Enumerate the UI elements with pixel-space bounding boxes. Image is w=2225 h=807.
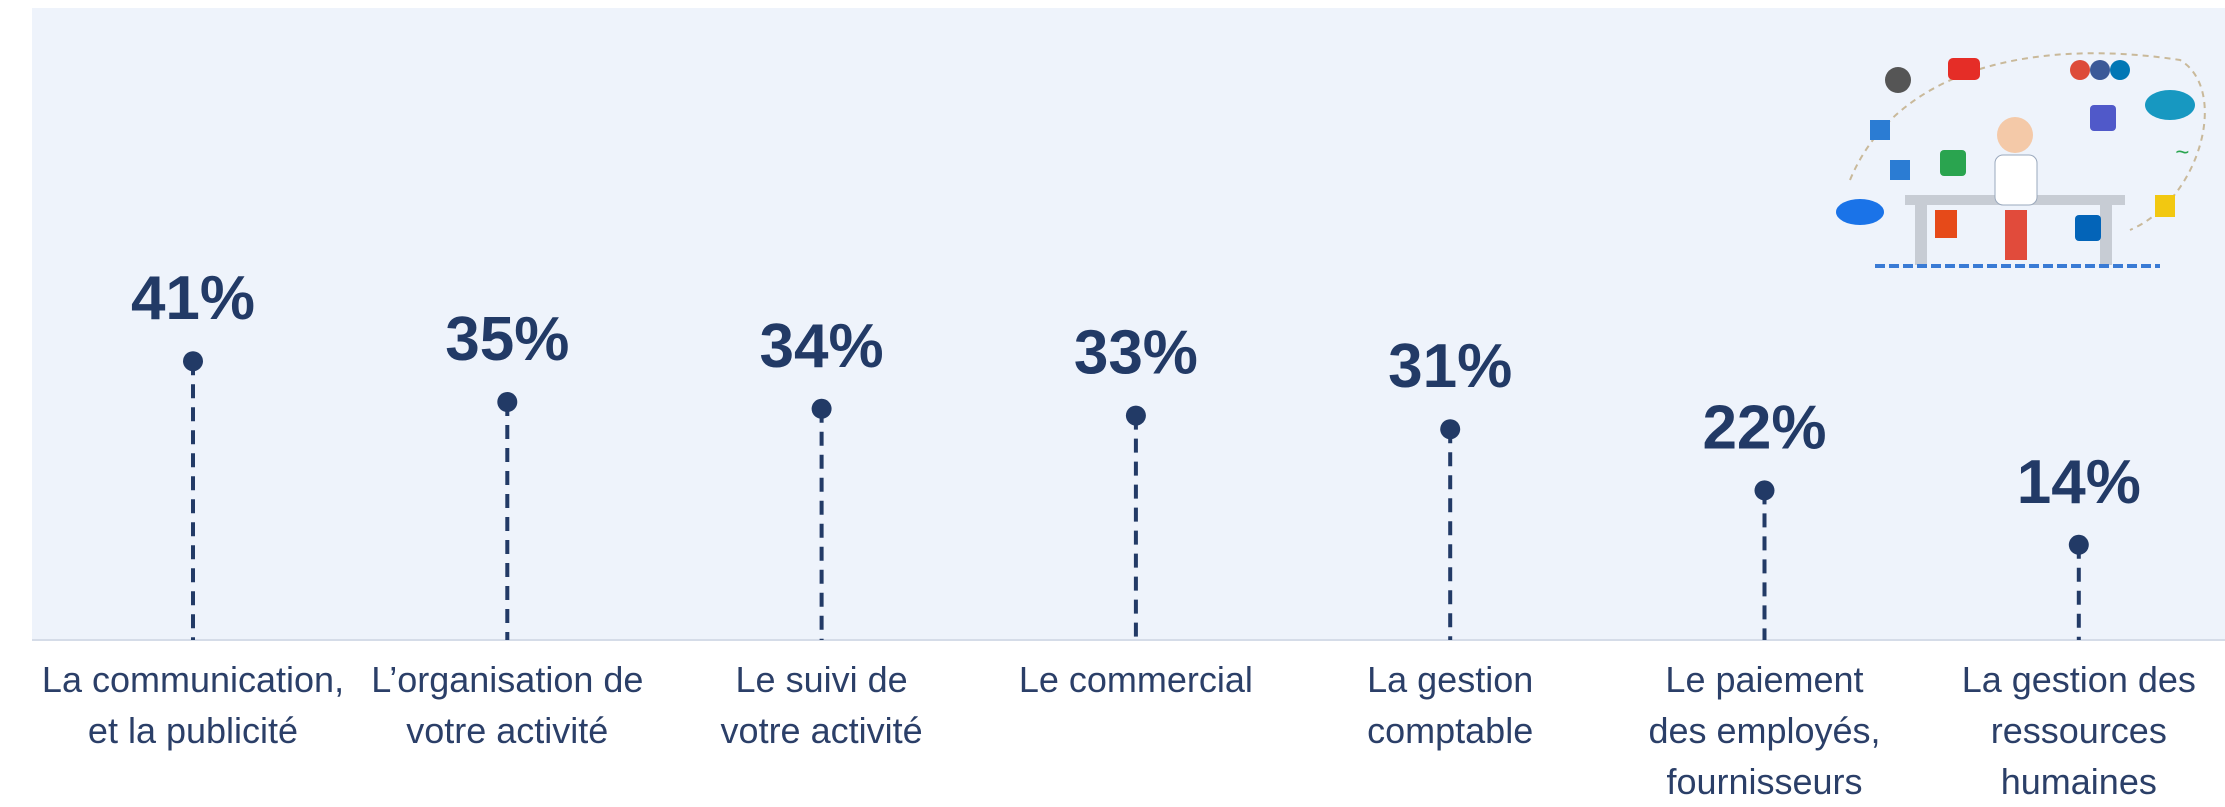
value-label: 33% — [1074, 319, 1198, 388]
value-label: 34% — [760, 312, 884, 381]
category-label: La communication, et la publicité — [41, 659, 345, 751]
plot-background — [32, 8, 2225, 640]
dot — [811, 398, 832, 419]
value-label: 41% — [131, 264, 255, 333]
dot — [1754, 480, 1775, 501]
value-label: 14% — [2017, 448, 2141, 517]
svg-text:~: ~ — [2175, 139, 2189, 166]
category-label: La gestion comptable — [1367, 659, 1534, 751]
value-label: 22% — [1702, 393, 1826, 462]
value-label: 35% — [445, 305, 569, 374]
dot — [1440, 419, 1461, 440]
category-label: Le commercial — [1018, 659, 1253, 700]
dot — [497, 392, 518, 412]
category-label: La gestion des ressources humaines — [1961, 659, 2196, 802]
dot — [2068, 534, 2089, 555]
dot — [183, 351, 203, 372]
value-label: 31% — [1388, 332, 1512, 401]
category-label: L’organisation de votre activité — [371, 659, 644, 751]
category-label: Le suivi de votre activité — [720, 659, 923, 751]
dot — [1125, 405, 1146, 426]
illustration: ~ — [1836, 52, 2206, 268]
category-label: Le paiement des employés, fournisseurs — [1648, 659, 1881, 802]
